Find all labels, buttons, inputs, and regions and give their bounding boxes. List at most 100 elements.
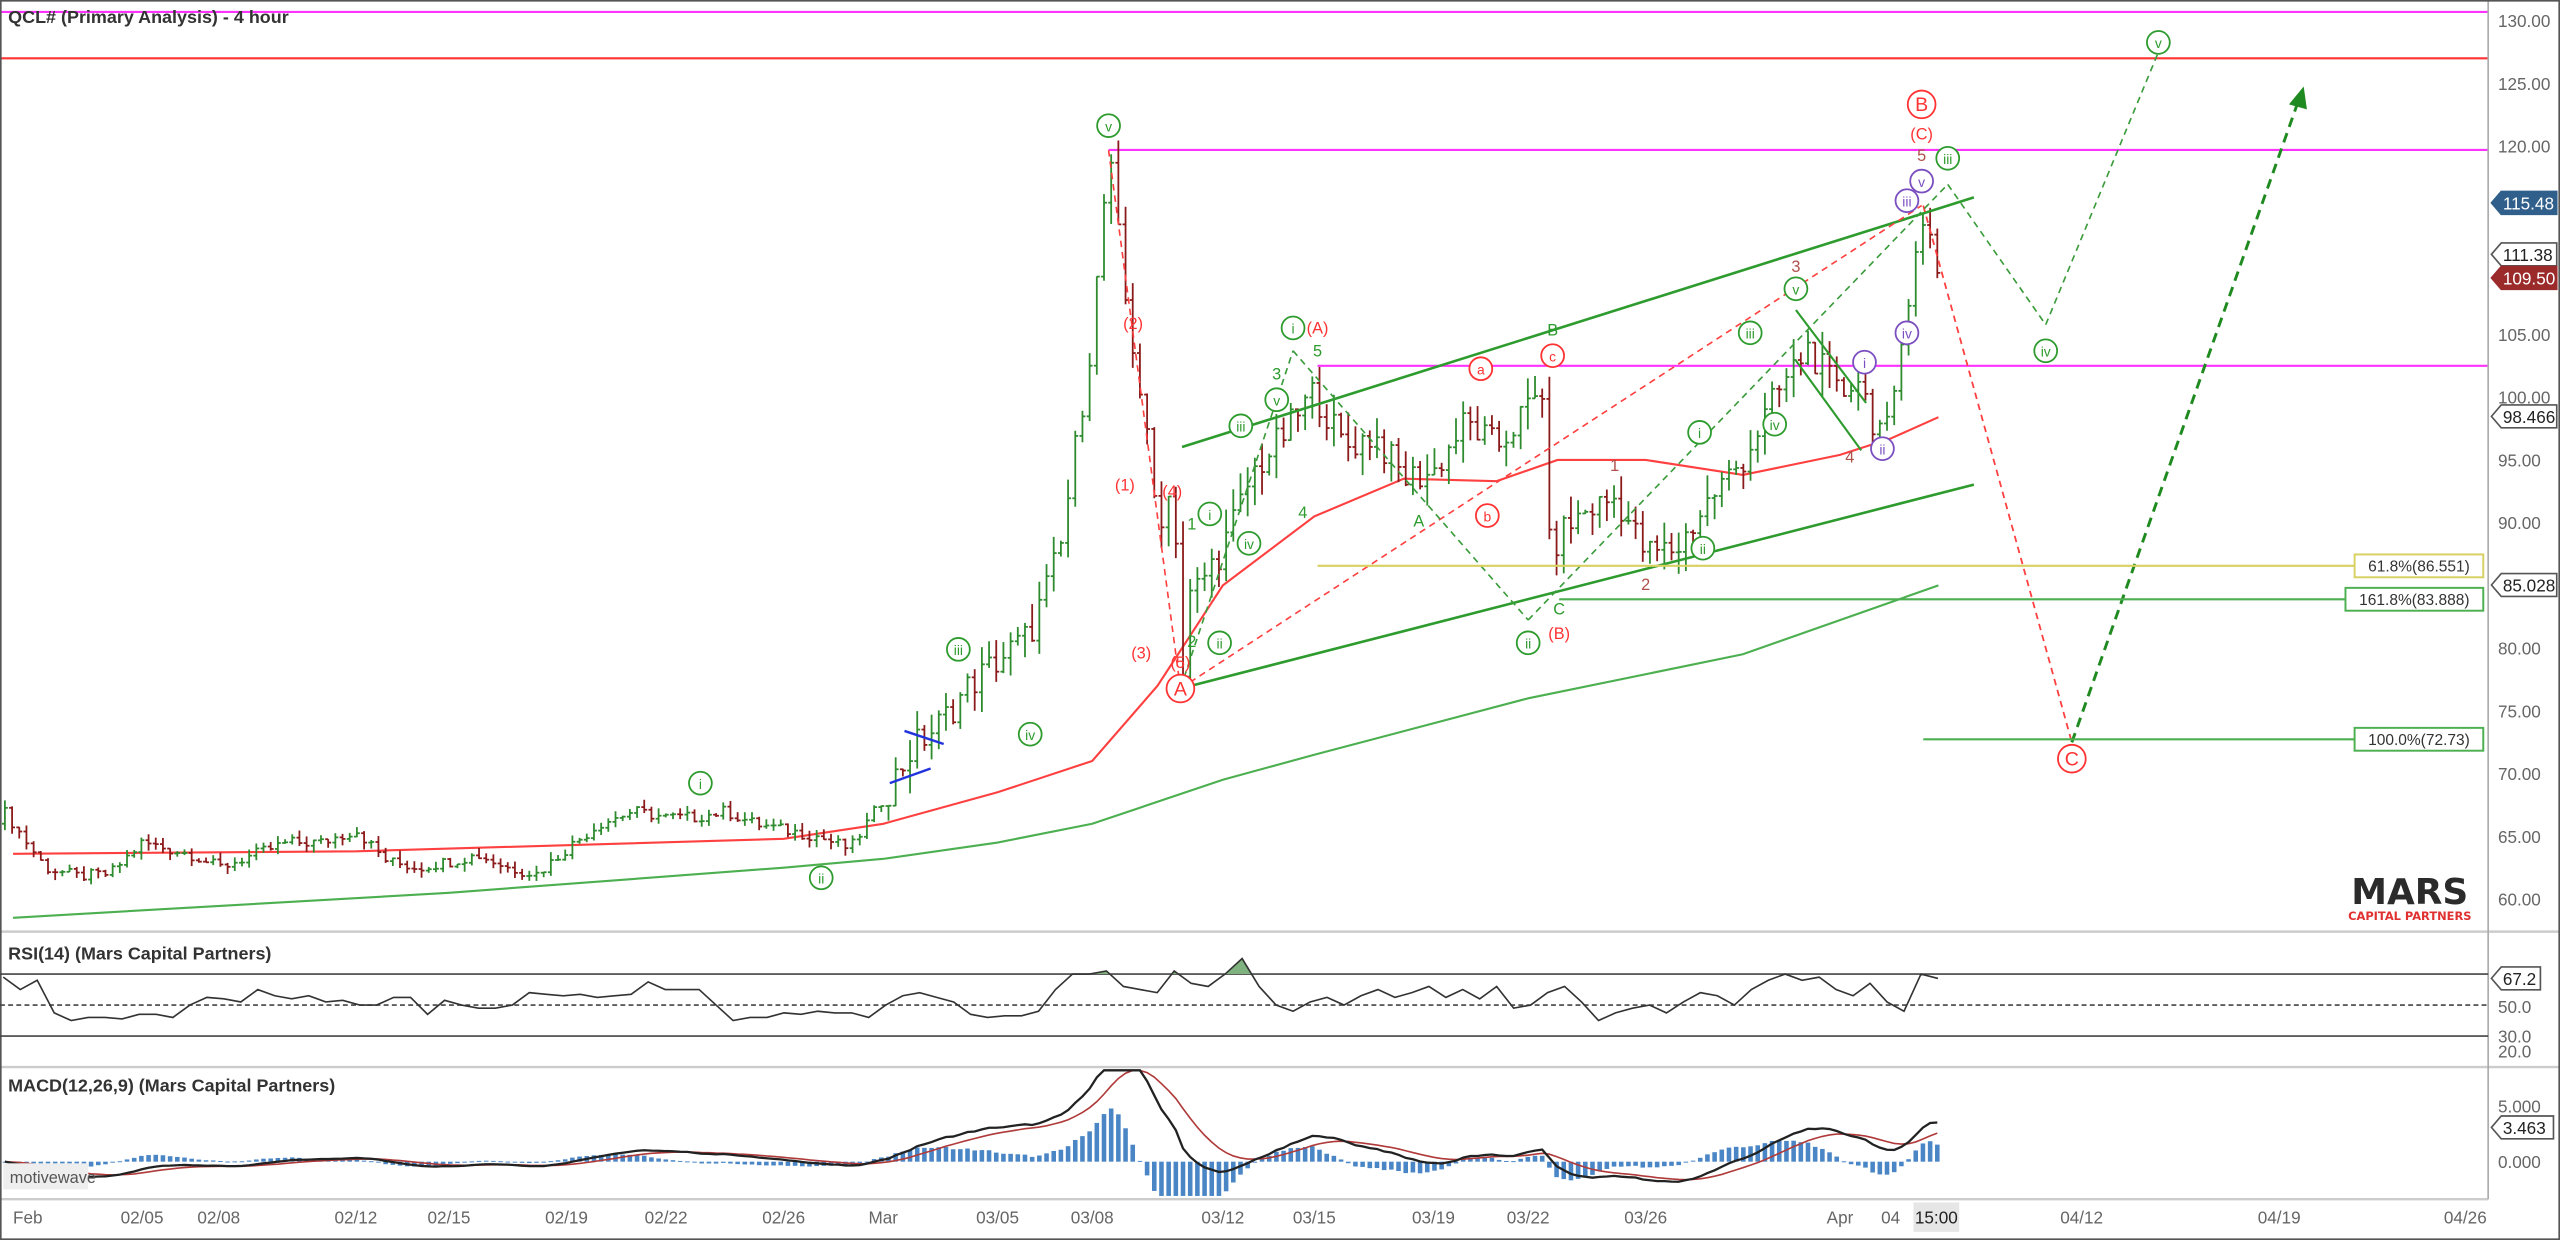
wave-label-text: 3 [1791,258,1800,276]
price-bar [382,847,389,863]
price-bar [102,869,109,878]
wave-label-text: a [1477,362,1485,378]
price-bar [828,833,834,850]
price-bar [533,865,540,881]
moving-average-line [13,416,1939,855]
macd-histogram-bar [965,1148,970,1162]
rsi-pane[interactable]: 67.2 50.0 30.020.0 [0,957,2542,1062]
macd-histogram-bar [1468,1157,1473,1162]
macd-histogram-bar [1590,1161,1595,1175]
price-bar [1352,426,1359,459]
macd-histogram-bar [261,1158,266,1162]
macd-histogram-bar [1626,1161,1631,1167]
time-axis[interactable]: Feb 02/05 02/08 02/12 02/15 02/19 02/22 02/26 Ma… [13,1202,2487,1232]
macd-histogram-bar [153,1154,159,1162]
price-bar [1158,481,1165,548]
macd-histogram-bar [1841,1161,1847,1163]
macd-histogram-bar [110,1161,115,1163]
macd-histogram-bar [1669,1161,1674,1166]
price-axis[interactable]: 130.00 125.00 120.00 105.00 100.00 95.00 90.00… [2490,11,2558,910]
price-bar [346,832,353,843]
price-bar [576,837,583,844]
price-bar [267,842,274,851]
macd-histogram-bar [1116,1114,1121,1162]
wave-label: v [2146,30,2171,55]
price-bar [813,830,820,848]
macd-histogram-bar [1496,1159,1502,1162]
price-bar [792,824,799,841]
wave-label: i [1280,315,1306,341]
wave-label: i [1197,501,1223,527]
price-tag [2490,572,2558,598]
fib-label: 61.8%(86.551) [2368,559,2470,576]
macd-histogram-bar [570,1157,575,1162]
price-bar [468,853,475,866]
macd-histogram-bar [1223,1161,1229,1192]
macd-histogram-bar [1927,1141,1933,1162]
macd-histogram-bar [246,1160,252,1162]
macd-histogram-bar [218,1160,223,1162]
price-bar [864,812,870,839]
wave-label-text: i [1208,507,1211,523]
wave-label-text: iv [1770,417,1780,433]
price-bar [1675,532,1682,574]
price-bar [1891,385,1898,426]
wave-label: (A) [1307,320,1329,338]
macd-histogram-bar [1252,1161,1258,1163]
price-bar [598,822,605,835]
macd-histogram-bar [1331,1155,1337,1162]
price-bar [1474,406,1481,441]
price-bar [526,870,533,881]
time-axis-label: Mar [869,1208,899,1228]
wave-circle-icon [1197,501,1223,527]
wave-label: 1 [1187,516,1196,534]
wave-label: A [1413,512,1424,530]
macd-axis-label: 0.000 [2498,1152,2541,1172]
price-bar [1668,533,1675,561]
macd-histogram-bar [1575,1161,1581,1179]
price-bar [246,849,253,868]
wave-label: 5 [1313,343,1322,361]
wave-label: b [1475,503,1500,528]
macd-histogram-bar [1525,1156,1531,1162]
price-bar [1338,412,1345,438]
wave-label-text: C [2065,749,2079,771]
arrowhead-icon [2288,86,2307,110]
price-bar [713,813,720,817]
macd-histogram-bar [1374,1161,1380,1169]
price-bar [1704,475,1711,527]
macd-histogram-bar [1769,1141,1775,1162]
macd-pane[interactable]: 5.000 0.000 3.463 [2,1069,2555,1196]
wave-circle-icon [1762,411,1788,437]
macd-histogram-bar [1762,1143,1768,1162]
macd-histogram-bar [864,1161,870,1163]
macd-histogram-bar [685,1161,690,1163]
price-bar [1661,522,1668,570]
price-bar [562,849,569,861]
macd-histogram-bar [606,1154,611,1162]
macd-histogram-bar [1920,1143,1926,1162]
rsi-line [2,957,1939,1022]
wave-circle-icon [1165,673,1196,704]
price-bar [1783,368,1790,403]
price-bar [9,806,16,834]
wave-circle-icon [1264,387,1290,413]
macd-histogram-bar [175,1156,180,1162]
dashed-wave-line [1292,350,1529,621]
macd-histogram-bar [383,1161,388,1165]
wave-label-text: ii [1879,442,1885,458]
price-axis-label: 120.00 [2498,137,2550,157]
macd-histogram-bar [376,1161,381,1163]
wave-label-text: 2 [1187,633,1196,651]
macd-histogram-bar [1618,1161,1624,1167]
price-bar [95,867,102,879]
price-bars [1,140,1941,885]
wave-label-text: v [1105,118,1112,134]
price-axis-label: 80.00 [2498,639,2541,659]
rsi-value-label: 67.2 [2503,969,2536,989]
macd-histogram-bar [225,1161,230,1163]
price-axis-label: 60.00 [2498,890,2541,910]
price-bar [971,669,978,711]
macd-histogram-bar [1611,1161,1617,1167]
